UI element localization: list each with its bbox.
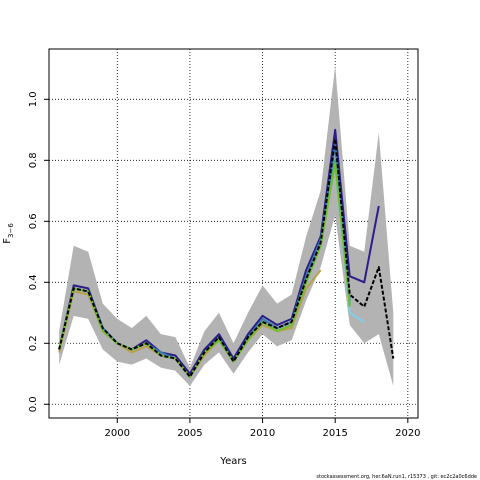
y-tick-label: 1.0 bbox=[28, 91, 39, 107]
plot-frame bbox=[48, 48, 419, 419]
y-tick-label: 0.6 bbox=[28, 213, 39, 229]
x-tick-label: 2015 bbox=[322, 428, 347, 439]
confidence-band-layer bbox=[59, 65, 394, 386]
y-axis: 0.0 0.2 0.4 0.6 0.8 1.0 bbox=[28, 91, 49, 412]
x-tick-label: 2000 bbox=[105, 428, 130, 439]
series-line-7 bbox=[58, 137, 395, 378]
y-tick-label: 0.8 bbox=[28, 152, 39, 168]
footer-text: stockassessment.org, her.6aN.run1, r1537… bbox=[316, 474, 477, 480]
y-tick-label: 0.0 bbox=[28, 396, 39, 412]
y-axis-title: F3−6 bbox=[2, 223, 15, 244]
y-tick-label: 0.4 bbox=[28, 274, 39, 290]
y-axis-title-subscript: 3−6 bbox=[7, 223, 15, 238]
x-axis: 2000 2005 2010 2015 2020 bbox=[105, 418, 421, 439]
x-axis-title: Years bbox=[219, 456, 246, 467]
series-layer bbox=[58, 128, 395, 378]
x-tick-label: 2005 bbox=[177, 428, 202, 439]
x-tick-label: 2020 bbox=[395, 428, 420, 439]
y-tick-label: 0.2 bbox=[28, 335, 39, 351]
x-tick-label: 2010 bbox=[250, 428, 275, 439]
confidence-band bbox=[59, 65, 394, 386]
y-axis-title-main: F bbox=[2, 238, 13, 244]
